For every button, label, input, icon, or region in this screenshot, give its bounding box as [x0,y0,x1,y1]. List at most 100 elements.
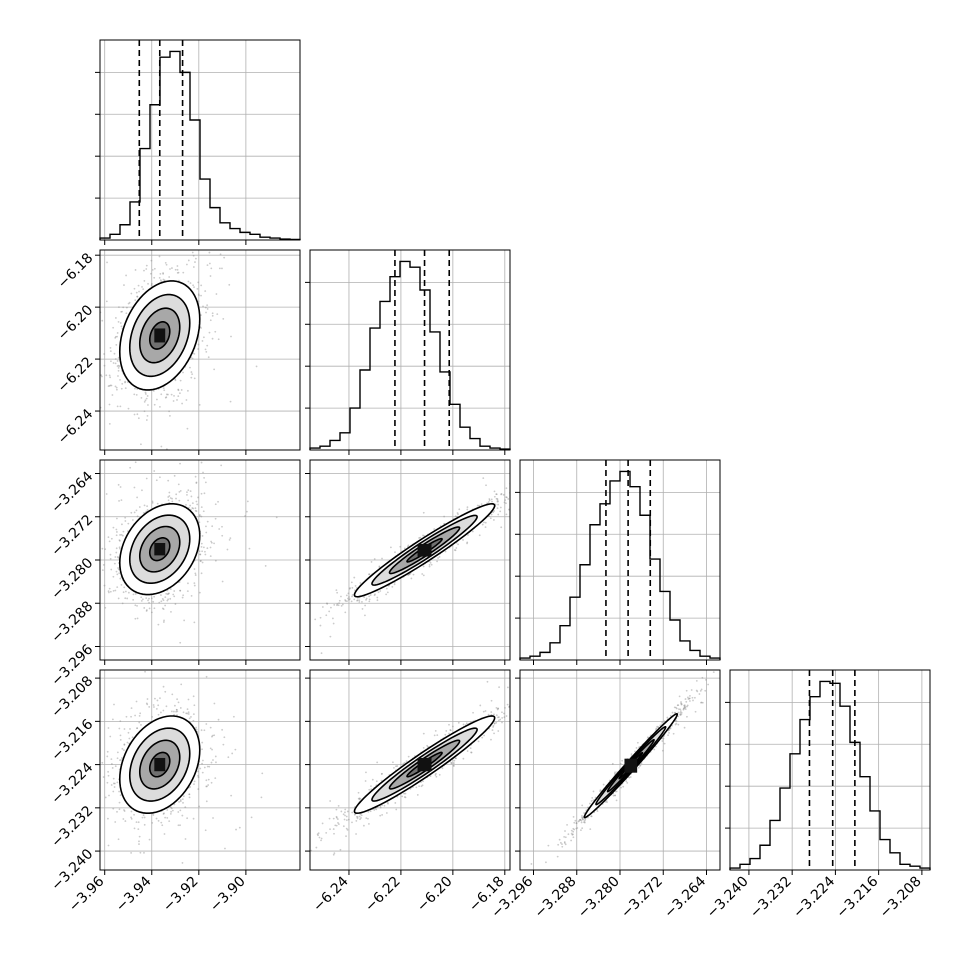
sample-point [148,607,151,610]
sample-point [377,591,380,594]
sample-point [116,365,119,368]
sample-point [496,500,499,503]
hist-bar [580,565,590,660]
sample-point [230,794,233,797]
sample-point [230,335,232,338]
sample-point [153,470,156,472]
hist-bar [640,515,650,660]
sample-point [187,259,190,262]
sample-point [144,399,147,402]
sample-point [167,499,170,502]
hist-bar [820,681,830,870]
sample-point [181,596,184,599]
sample-point [57,476,59,478]
density-contour [128,293,191,378]
sample-point [115,531,118,533]
sample-point [200,419,202,421]
sample-point [200,545,203,548]
panel-frame [309,249,511,451]
sample-point [351,593,354,596]
sample-point [164,396,167,399]
sample-point [422,511,425,514]
sample-point [135,291,138,294]
sample-point [182,371,184,374]
sample-point [177,271,180,274]
sample-point [488,498,491,500]
sample-point [125,306,128,309]
sample-point [133,393,136,396]
sample-point [209,456,211,458]
joint-content [252,460,510,685]
sample-point [123,586,126,589]
sample-point [328,610,331,613]
sample-point [219,253,222,256]
sample-point [123,687,125,689]
hist-bar [250,234,260,240]
sample-point [121,534,124,537]
sample-point [158,601,161,604]
sample-point [174,603,177,605]
sample-point [344,600,347,602]
hist-bar [610,481,620,660]
sample-point [177,230,179,232]
sample-point [88,825,90,827]
sample-point [374,593,376,596]
sample-point [162,272,165,275]
sample-point [107,591,110,594]
sample-point [120,325,123,328]
sample-point [182,711,185,714]
sample-point [488,499,491,502]
sample-point [218,528,221,530]
sample-point [252,683,254,685]
sample-point [177,161,179,163]
sample-point [190,495,193,498]
sample-point [114,385,117,388]
sample-point [213,734,216,737]
sample-point [118,365,121,368]
hist-bar [410,267,420,450]
sample-point [504,499,506,501]
sample-point [22,343,24,345]
joint-panel-2-1 [252,459,511,685]
sample-point [193,780,196,783]
sample-point [194,261,196,263]
sample-point [105,493,108,495]
sample-point [176,271,179,274]
sample-point [143,607,146,609]
sample-point [185,712,188,715]
sample-point [177,701,180,704]
sample-point [149,272,152,275]
sample-point [195,510,198,513]
sample-point [365,598,367,601]
sample-point [190,716,192,718]
sample-point [197,496,199,499]
sample-point [127,407,130,410]
sample-point [408,573,411,576]
sample-point [122,530,125,533]
sample-point [454,515,457,518]
sample-point [478,504,481,507]
sample-point [229,238,231,240]
sample-point [116,556,119,558]
density-contour [406,537,443,563]
sample-point [130,817,133,820]
sample-point [456,512,459,514]
sample-point [186,493,188,496]
sample-point [179,489,182,492]
sample-point [198,515,201,517]
sample-point [349,587,351,589]
sample-point [139,712,142,715]
sample-point [124,590,127,593]
hist-bar [570,597,580,660]
sample-point [179,392,181,395]
sample-point [199,560,202,562]
hist-bar [330,440,340,450]
sample-point [145,477,148,480]
sample-point [162,278,165,281]
sample-point [131,519,134,521]
sample-point [108,540,111,543]
hist-bar [210,208,220,240]
sample-point [482,477,485,480]
sample-point [153,403,156,406]
sample-point [119,378,121,381]
